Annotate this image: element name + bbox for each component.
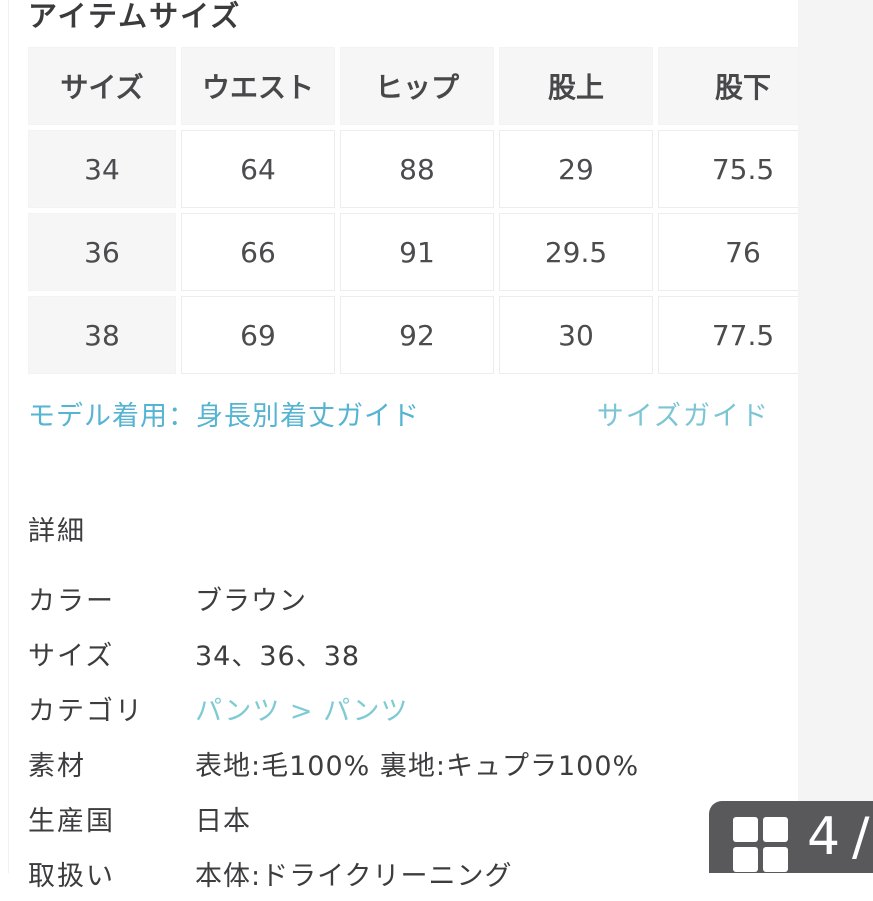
detail-value: 本体:ドライクリーニング bbox=[195, 861, 513, 892]
pager-current-number: 4 bbox=[807, 807, 841, 867]
detail-label: サイズ bbox=[28, 641, 115, 672]
detail-label: 取扱い bbox=[28, 861, 115, 892]
left-edge-gutter bbox=[0, 0, 9, 873]
size-guide-link[interactable]: サイズガイド bbox=[596, 401, 770, 432]
size-cell: 34 bbox=[28, 130, 176, 208]
details-heading: 詳細 bbox=[28, 516, 86, 547]
detail-label: カテゴリ bbox=[28, 696, 144, 727]
hip-cell: 88 bbox=[340, 130, 494, 208]
waist-cell: 64 bbox=[181, 130, 335, 208]
hip-cell: 92 bbox=[340, 296, 494, 374]
right-edge-strip bbox=[798, 0, 873, 873]
detail-label: カラー bbox=[28, 586, 115, 617]
table-row: 38 69 92 30 77.5 bbox=[28, 296, 828, 374]
size-cell: 38 bbox=[28, 296, 176, 374]
size-cell: 36 bbox=[28, 213, 176, 291]
grid-icon bbox=[733, 817, 788, 872]
waist-cell: 66 bbox=[181, 213, 335, 291]
detail-row-size: サイズ 34、36、38 bbox=[28, 626, 848, 681]
detail-row-country: 生産国 日本 bbox=[28, 791, 848, 846]
waist-cell: 69 bbox=[181, 296, 335, 374]
detail-value: 34、36、38 bbox=[195, 641, 361, 672]
detail-label: 素材 bbox=[28, 751, 86, 782]
product-info-panel: アイテムサイズ サイズ ウエスト ヒップ 股上 股下 34 64 88 29 7… bbox=[28, 0, 848, 901]
size-chart-header-row: サイズ ウエスト ヒップ 股上 股下 bbox=[28, 47, 828, 125]
col-header-waist: ウエスト bbox=[181, 47, 335, 125]
category-breadcrumb-link[interactable]: パンツ > パンツ bbox=[195, 696, 409, 727]
detail-value: 表地:毛100% 裏地:キュプラ100% bbox=[195, 751, 640, 782]
model-height-guide-link[interactable]: モデル着用：身長別着丈ガイド bbox=[28, 401, 420, 432]
detail-label: 生産国 bbox=[28, 806, 115, 837]
detail-row-category: カテゴリ パンツ > パンツ bbox=[28, 681, 848, 736]
detail-row-material: 素材 表地:毛100% 裏地:キュプラ100% bbox=[28, 736, 848, 791]
detail-value: ブラウン bbox=[195, 586, 307, 617]
detail-value: 日本 bbox=[195, 806, 251, 837]
rise-cell: 29.5 bbox=[499, 213, 653, 291]
hip-cell: 91 bbox=[340, 213, 494, 291]
guide-links-row: モデル着用：身長別着丈ガイド サイズガイド bbox=[28, 394, 770, 433]
col-header-rise: 股上 bbox=[499, 47, 653, 125]
col-header-size: サイズ bbox=[28, 47, 176, 125]
table-row: 34 64 88 29 75.5 bbox=[28, 130, 828, 208]
rise-cell: 29 bbox=[499, 130, 653, 208]
table-row: 36 66 91 29.5 76 bbox=[28, 213, 828, 291]
rise-cell: 30 bbox=[499, 296, 653, 374]
size-chart-table: サイズ ウエスト ヒップ 股上 股下 34 64 88 29 75.5 36 6… bbox=[23, 42, 833, 379]
detail-row-color: カラー ブラウン bbox=[28, 571, 848, 626]
item-size-title: アイテムサイズ bbox=[28, 0, 242, 33]
pager-separator: / bbox=[852, 807, 870, 867]
col-header-hip: ヒップ bbox=[340, 47, 494, 125]
image-page-indicator[interactable]: 4 / bbox=[709, 801, 873, 873]
